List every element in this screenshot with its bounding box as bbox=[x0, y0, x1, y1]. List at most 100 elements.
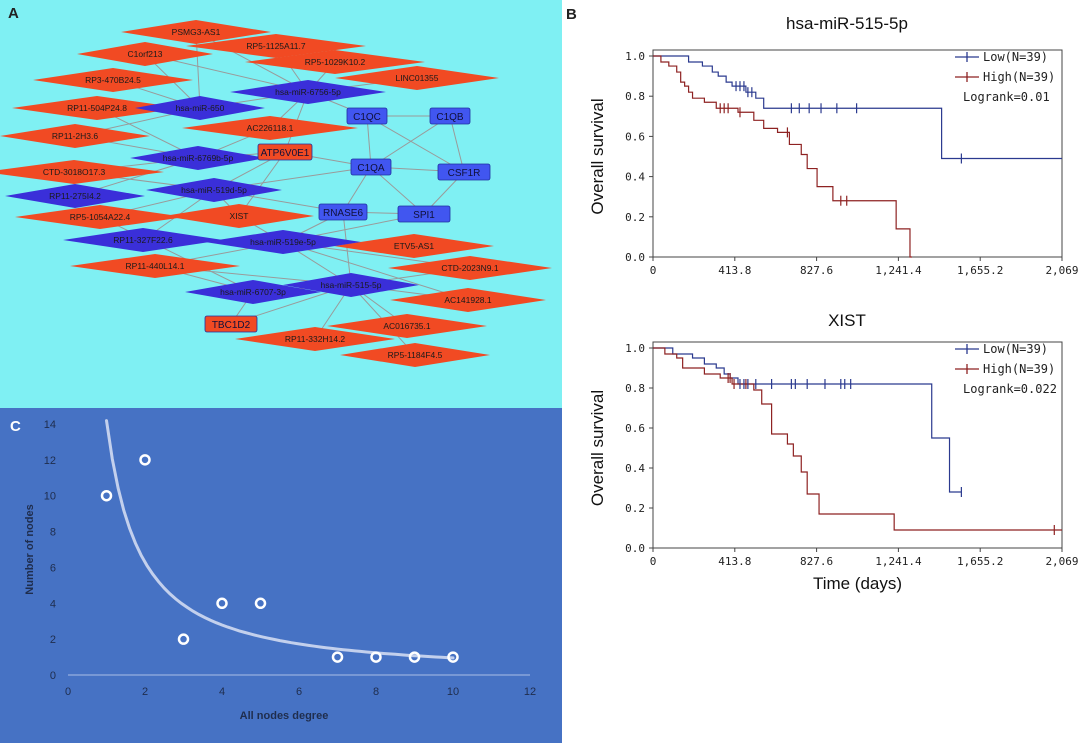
x-tick-label: 827.6 bbox=[800, 555, 833, 568]
lncrna-shape bbox=[388, 256, 552, 280]
lncrna-shape bbox=[0, 124, 150, 148]
y-tick-label: 0.8 bbox=[625, 90, 645, 103]
lncrna-node-etv5-as1: ETV5-AS1 bbox=[334, 234, 494, 258]
mirna-node-hsa-mir-515-5p: hsa-miR-515-5p bbox=[283, 273, 419, 297]
x-tick-label: 1,241.4 bbox=[875, 555, 922, 568]
mrna-node-c1qc: C1QC bbox=[346, 107, 388, 125]
trend-line bbox=[105, 419, 455, 660]
logrank-annotation: Logrank=0.022 bbox=[963, 382, 1057, 396]
mirna-node-hsa-mir-519e-5p: hsa-miR-519e-5p bbox=[205, 230, 361, 254]
scatter-point bbox=[331, 651, 344, 663]
mrna-shape bbox=[257, 143, 313, 161]
km-curve-low-n-39 bbox=[653, 347, 962, 493]
x-tick-label: 413.8 bbox=[718, 264, 751, 277]
scatter-point bbox=[177, 633, 190, 645]
lncrna-label: PSMG3-AS1 bbox=[172, 27, 221, 37]
lncrna-shape bbox=[235, 327, 395, 351]
x-axis-label: Time (days) bbox=[813, 574, 902, 593]
x-tick-label: 6 bbox=[296, 686, 302, 698]
mrna-node-csf1r: CSF1R bbox=[437, 163, 491, 181]
x-tick-label: 0 bbox=[650, 264, 657, 277]
x-tick-label: 1,655.2 bbox=[957, 555, 1003, 568]
x-tick-label: 8 bbox=[373, 686, 379, 698]
y-tick-label: 2 bbox=[50, 634, 56, 646]
lncrna-shape bbox=[390, 288, 546, 312]
km-plot-mir515: hsa-miR-515-5p 0.0 0.2 0.4 0.6 0.8 1.0 0 413.8 82… bbox=[588, 14, 1079, 277]
km-title: XIST bbox=[828, 311, 866, 330]
lncrna-shape bbox=[0, 160, 164, 184]
x-tick-label: 2,069 bbox=[1045, 264, 1078, 277]
lncrna-label: LINC01355 bbox=[395, 73, 438, 83]
lncrna-node-ctd-2023n9-1: CTD-2023N9.1 bbox=[388, 256, 552, 280]
mirna-label: hsa-miR-650 bbox=[176, 103, 225, 113]
y-tick-label: 14 bbox=[44, 419, 56, 431]
lncrna-node-c1orf213: C1orf213 bbox=[77, 42, 213, 66]
y-tick-label: 0.4 bbox=[625, 462, 645, 475]
x-tick-label: 0 bbox=[650, 555, 657, 568]
mrna-label: C1QB bbox=[436, 112, 464, 123]
lncrna-node-psmg3-as1: PSMG3-AS1 bbox=[121, 20, 271, 44]
network-edge bbox=[449, 115, 465, 173]
mirna-node-hsa-mir-6769b-5p: hsa-miR-6769b-5p bbox=[130, 146, 266, 170]
mrna-shape bbox=[437, 163, 491, 181]
mirna-shape bbox=[146, 178, 282, 202]
legend-entry: Low(N=39) bbox=[983, 50, 1048, 64]
mirna-node-hsa-mir-650: hsa-miR-650 bbox=[135, 96, 265, 120]
y-tick-label: 0.6 bbox=[625, 422, 645, 435]
mirna-shape bbox=[5, 184, 145, 208]
km-plot-frame bbox=[652, 49, 1063, 258]
lncrna-label: RP5-1125A11.7 bbox=[246, 41, 305, 51]
lncrna-shape bbox=[334, 234, 494, 258]
y-tick-label: 0.0 bbox=[625, 251, 645, 264]
lncrna-node-ac016735-1: AC016735.1 bbox=[327, 314, 487, 338]
lncrna-shape bbox=[12, 96, 182, 120]
scatter-point bbox=[100, 489, 113, 502]
lncrna-node-ctd-3018o17-3: CTD-3018O17.3 bbox=[0, 160, 164, 184]
y-tick-label: 8 bbox=[50, 527, 56, 539]
x-tick-label: 4 bbox=[219, 686, 225, 698]
km-plot-xist: XIST 0.0 0.2 0.4 0.6 0.8 1.0 0 413.8 827.6 1,241.4… bbox=[588, 311, 1079, 593]
survival-panel: B hsa-miR-515-5p 0.0 0.2 0.4 0.6 0.8 1.0 0 413.8… bbox=[562, 0, 1084, 743]
km-curve-high-n-39 bbox=[653, 347, 1062, 531]
lncrna-shape bbox=[33, 68, 193, 92]
lncrna-label: ETV5-AS1 bbox=[394, 241, 434, 251]
lncrna-label: RP5-1054A22.4 bbox=[70, 212, 131, 222]
mrna-node-c1qa: C1QA bbox=[350, 158, 392, 176]
lncrna-label: RP11-440L14.1 bbox=[126, 261, 185, 271]
network-edge bbox=[99, 216, 254, 293]
mrna-label: TBC1D2 bbox=[212, 320, 251, 331]
mirna-shape bbox=[130, 146, 266, 170]
lncrna-label: RP5-1029K10.2 bbox=[305, 57, 366, 67]
mrna-shape bbox=[397, 205, 451, 223]
scatter-point bbox=[370, 651, 382, 663]
mirna-label: RP11-327F22.6 bbox=[113, 235, 173, 245]
lncrna-label: C1orf213 bbox=[128, 49, 163, 59]
y-tick-label: 0.2 bbox=[625, 502, 645, 515]
mirna-node-hsa-mir-519d-5p: hsa-miR-519d-5p bbox=[146, 178, 282, 202]
mirna-label: hsa-miR-519d-5p bbox=[181, 185, 247, 195]
mrna-node-tbc1d2: TBC1D2 bbox=[204, 315, 258, 333]
lncrna-node-linc01355: LINC01355 bbox=[335, 66, 499, 90]
mrna-label: C1QA bbox=[357, 163, 385, 174]
lncrna-node-rp5-1054a22-4: RP5-1054A22.4 bbox=[15, 205, 185, 229]
lncrna-label: RP11-332H14.2 bbox=[285, 334, 346, 344]
mrna-shape bbox=[429, 107, 471, 125]
mrna-label: C1QC bbox=[353, 112, 381, 123]
mirna-node-hsa-mir-6756-5p: hsa-miR-6756-5p bbox=[230, 80, 386, 104]
mirna-node-hsa-mir-6707-3p: hsa-miR-6707-3p bbox=[185, 280, 321, 304]
legend-entry: Low(N=39) bbox=[983, 342, 1048, 356]
scatter-point bbox=[408, 651, 421, 663]
lncrna-shape bbox=[164, 204, 314, 228]
panel-label-b: B bbox=[566, 6, 577, 23]
mirna-shape bbox=[185, 280, 321, 304]
network-edge bbox=[342, 211, 352, 286]
lncrna-label: XIST bbox=[230, 211, 249, 221]
y-tick-label: 0.4 bbox=[625, 171, 645, 184]
mirna-shape bbox=[205, 230, 361, 254]
network-edge bbox=[366, 115, 372, 168]
lncrna-label: RP5-1184F4.5 bbox=[388, 350, 443, 360]
km-curve-high-n-39 bbox=[653, 55, 912, 258]
y-tick-label: 10 bbox=[44, 491, 56, 503]
lncrna-shape bbox=[335, 66, 499, 90]
lncrna-label: AC016735.1 bbox=[383, 321, 431, 331]
